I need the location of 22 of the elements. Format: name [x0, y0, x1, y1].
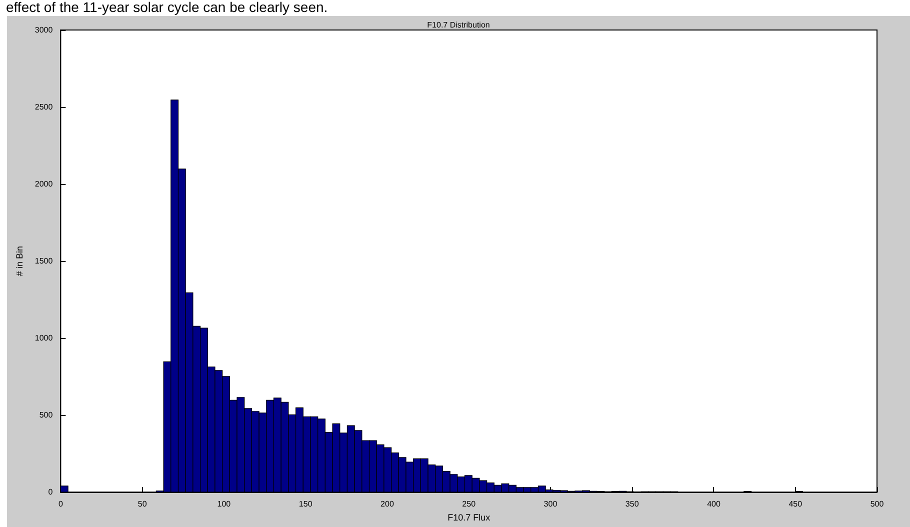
x-tick-label: 350	[625, 500, 640, 509]
y-tick-label: 0	[48, 488, 54, 497]
chart-title: F10.7 Distribution	[427, 20, 490, 30]
x-tick-label: 450	[788, 500, 803, 509]
x-tick-label: 50	[138, 500, 148, 509]
y-tick-label: 2500	[34, 102, 54, 112]
x-tick-label: 200	[380, 500, 394, 509]
x-tick-label: 0	[58, 500, 64, 509]
y-tick-label: 500	[39, 410, 54, 420]
y-tick-label: 3000	[34, 26, 54, 34]
y-tick-label: 1500	[34, 256, 54, 266]
y-tick-label: 2000	[34, 180, 54, 189]
y-tick-label: 1000	[34, 334, 54, 343]
x-tick-label: 500	[870, 500, 884, 509]
x-tick-label: 100	[217, 500, 232, 509]
text: effect of the 11-year solar cycle can be clearly seen.	[5, 0, 329, 15]
x-axis-title: F10.7 Flux	[448, 512, 491, 522]
x-tick-label: 250	[462, 500, 476, 509]
x-tick-label: 400	[707, 500, 721, 509]
x-tick-label: 150	[298, 500, 313, 509]
y-axis-title: # in Bin	[14, 246, 24, 276]
x-tick-label: 300	[544, 500, 558, 509]
